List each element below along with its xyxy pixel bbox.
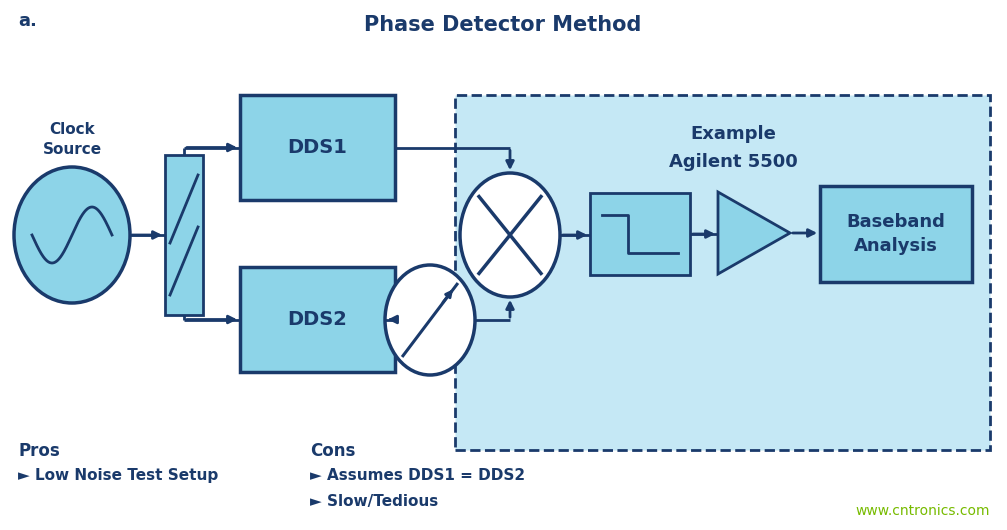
Text: Source: Source [42, 143, 102, 157]
Bar [590, 193, 690, 275]
Bar [455, 95, 990, 450]
Ellipse shape [14, 167, 130, 303]
Text: Agilent 5500: Agilent 5500 [669, 153, 798, 171]
Text: ► Low Noise Test Setup: ► Low Noise Test Setup [18, 468, 219, 483]
Polygon shape [718, 192, 790, 274]
Text: a.: a. [18, 12, 37, 30]
Text: DDS2: DDS2 [288, 310, 347, 329]
Text: Cons: Cons [310, 442, 355, 460]
Text: Pros: Pros [18, 442, 59, 460]
Ellipse shape [385, 265, 475, 375]
Text: Phase Detector Method: Phase Detector Method [365, 15, 641, 35]
Text: Analysis: Analysis [854, 237, 938, 255]
Text: ► Assumes DDS1 = DDS2: ► Assumes DDS1 = DDS2 [310, 468, 525, 483]
Text: Baseband: Baseband [847, 213, 946, 231]
Bar [240, 95, 395, 200]
Bar [240, 267, 395, 372]
Text: Clock: Clock [49, 122, 95, 137]
Text: Example: Example [690, 125, 776, 143]
Bar [165, 155, 203, 315]
Bar [820, 186, 972, 282]
Ellipse shape [460, 173, 560, 297]
Text: www.cntronics.com: www.cntronics.com [856, 504, 990, 518]
Text: ► Slow/Tedious: ► Slow/Tedious [310, 494, 438, 509]
Text: DDS1: DDS1 [288, 138, 347, 157]
